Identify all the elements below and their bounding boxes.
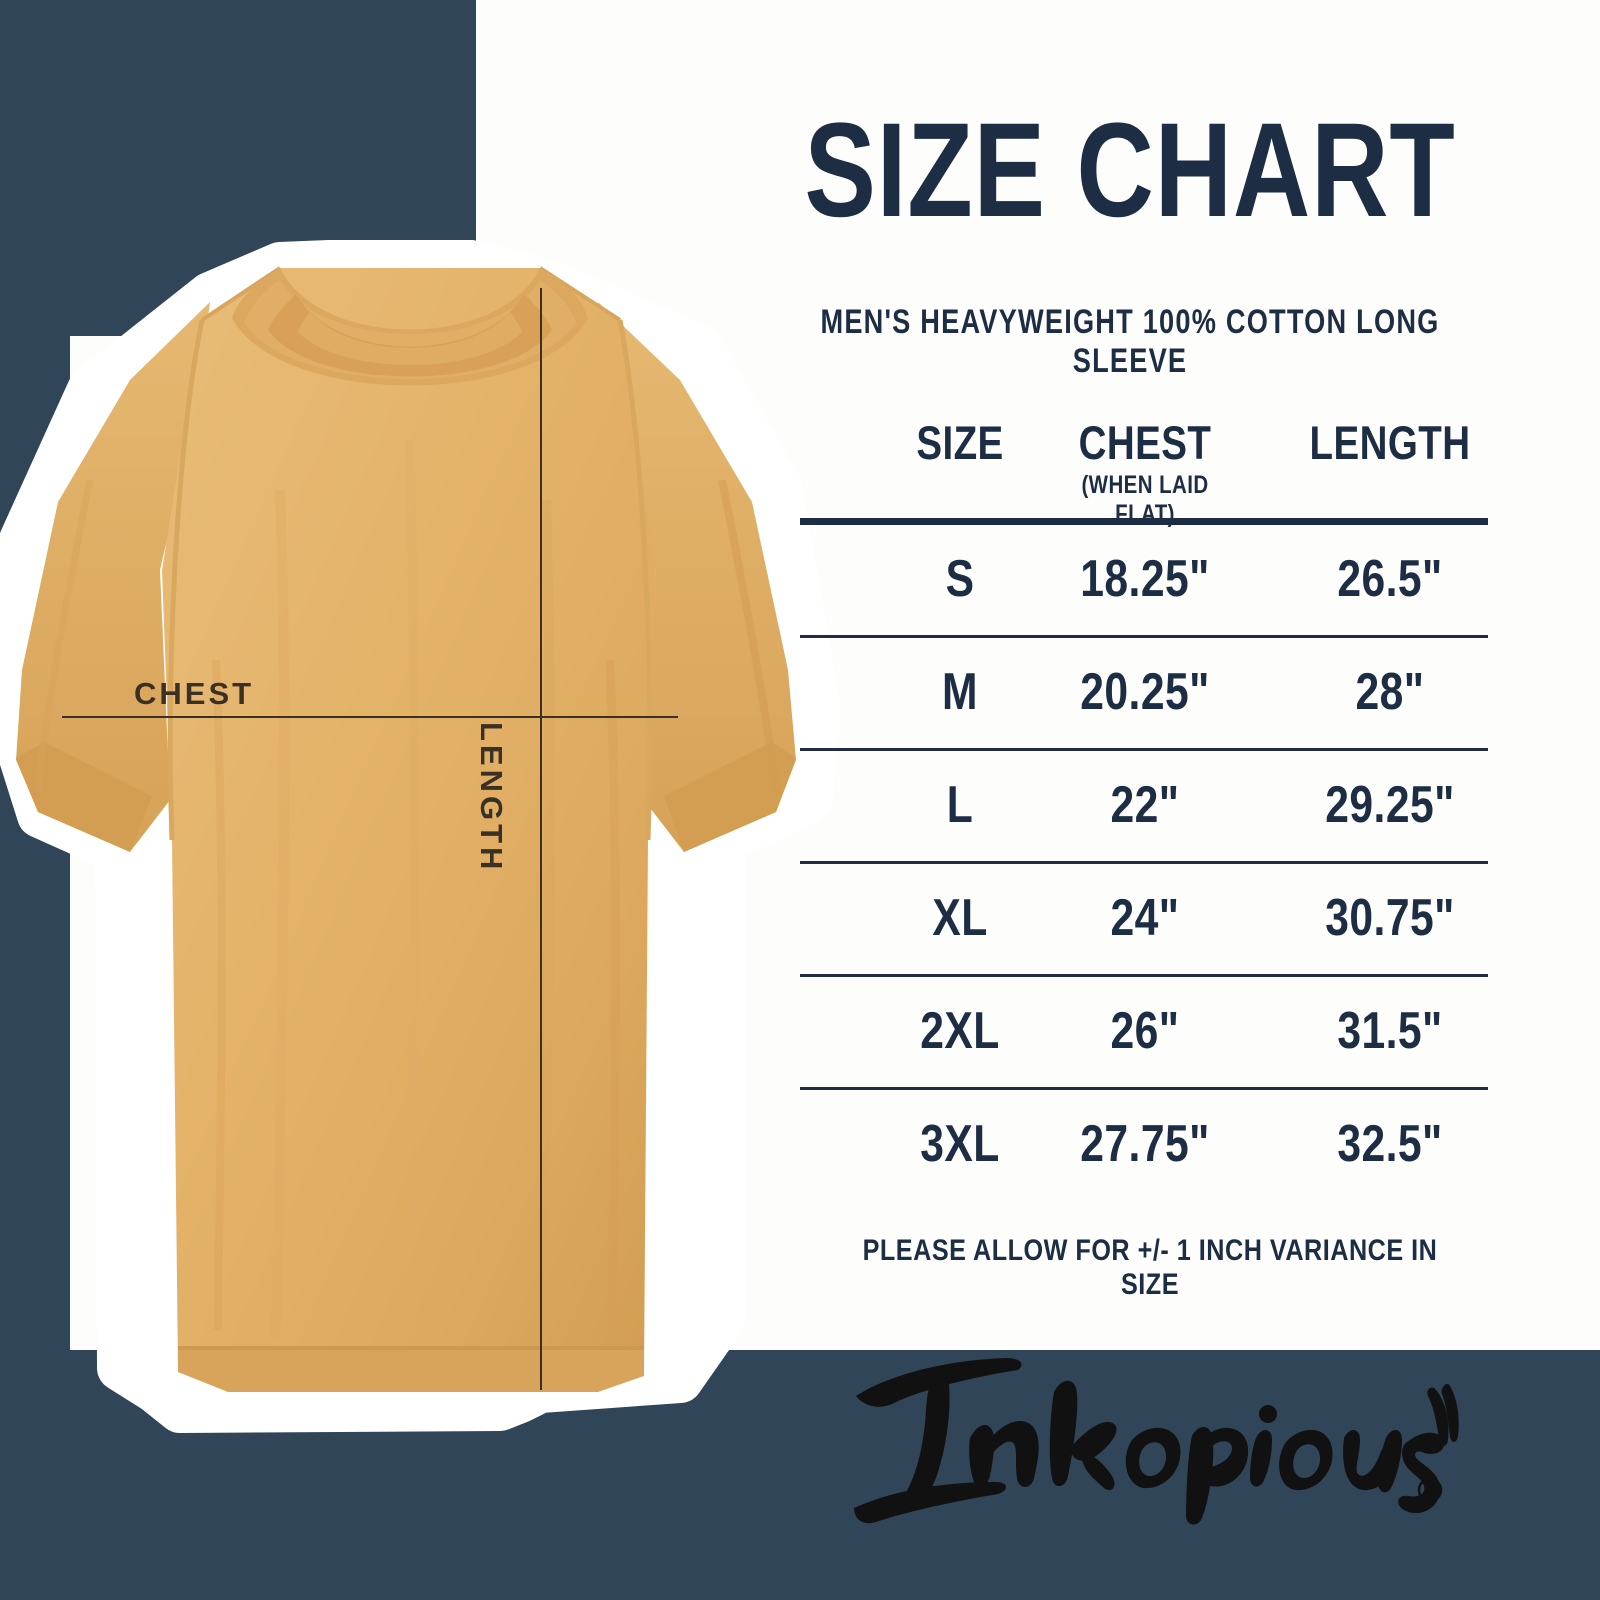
- table-row: M 20.25" 28": [800, 638, 1488, 748]
- size-table: SIZE CHEST LENGTH (WHEN LAID FLAT) S 18.…: [800, 415, 1488, 1200]
- table-header-rule: [800, 518, 1488, 525]
- column-header-chest-note: (WHEN LAID FLAT): [1081, 471, 1209, 528]
- cell-chest: 22": [1110, 776, 1180, 834]
- cell-length: 26.5": [1337, 550, 1443, 608]
- brand-logo: R: [820, 1330, 1460, 1530]
- table-row-divider: [800, 1087, 1488, 1090]
- column-header-size: SIZE: [916, 416, 1004, 469]
- table-row: L 22" 29.25": [800, 751, 1488, 861]
- table-row: XL 24" 30.75": [800, 864, 1488, 974]
- cell-length: 29.25": [1325, 776, 1455, 834]
- page-title: SIZE CHART: [804, 96, 1456, 245]
- cell-chest: 20.25": [1080, 663, 1210, 721]
- table-row-divider: [800, 974, 1488, 977]
- cell-chest: 18.25": [1080, 550, 1210, 608]
- table-row: 2XL 26" 31.5": [800, 977, 1488, 1087]
- table-row-divider: [800, 748, 1488, 751]
- cell-size: 2XL: [920, 1002, 1000, 1060]
- column-header-length: LENGTH: [1309, 416, 1471, 469]
- variance-note: PLEASE ALLOW FOR +/- 1 INCH VARIANCE IN …: [862, 1234, 1438, 1301]
- cell-size: L: [946, 776, 974, 834]
- cell-chest: 27.75": [1080, 1115, 1210, 1173]
- cell-length: 31.5": [1337, 1002, 1443, 1060]
- shirt-illustration: [0, 240, 840, 1440]
- info-column: SIZE CHART MEN'S HEAVYWEIGHT 100% COTTON…: [700, 0, 1600, 1600]
- table-row-divider: [800, 635, 1488, 638]
- cell-chest: 26": [1110, 1002, 1180, 1060]
- cell-size: 3XL: [920, 1115, 1000, 1173]
- cell-size: XL: [932, 889, 988, 947]
- trademark-glyph: R: [1426, 1483, 1435, 1498]
- table-row-divider: [800, 861, 1488, 864]
- page-subtitle: MEN'S HEAVYWEIGHT 100% COTTON LONG SLEEV…: [820, 303, 1440, 380]
- cell-length: 32.5": [1337, 1115, 1443, 1173]
- cell-size: S: [945, 550, 975, 608]
- cell-length: 30.75": [1325, 889, 1455, 947]
- cell-length: 28": [1355, 663, 1425, 721]
- table-row: S 18.25" 26.5": [800, 525, 1488, 635]
- table-header-row: SIZE CHEST LENGTH (WHEN LAID FLAT): [800, 415, 1488, 528]
- cell-chest: 24": [1110, 889, 1180, 947]
- column-header-chest: CHEST: [1078, 416, 1212, 469]
- cell-size: M: [942, 663, 978, 721]
- table-row: 3XL 27.75" 32.5": [800, 1090, 1488, 1200]
